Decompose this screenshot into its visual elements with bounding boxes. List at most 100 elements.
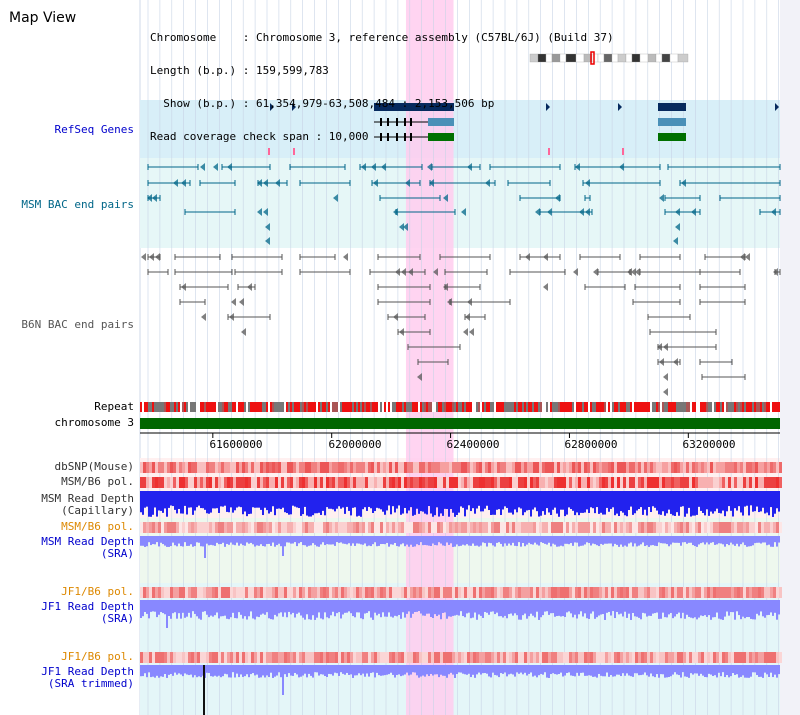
- pol-cell: [179, 477, 182, 488]
- pol-cell: [659, 522, 662, 533]
- repeat-segment: [602, 402, 604, 412]
- pol-cell: [419, 652, 422, 663]
- jf1-trim-depth-bar: [258, 665, 260, 678]
- track-label-jf1-depth-trimmed[interactable]: JF1 Read Depth (SRA trimmed): [41, 665, 134, 690]
- jf1-trim-depth-bar: [312, 665, 314, 678]
- repeat-segment: [690, 402, 692, 412]
- msm-depth-bar: [440, 491, 442, 514]
- msm-sra-depth-bar: [688, 536, 690, 543]
- msm-depth-bar: [180, 491, 182, 514]
- track-label-msm-b6-pol-sra[interactable]: MSM/B6 pol.: [61, 520, 134, 533]
- jf1-trim-depth-bar: [602, 665, 604, 677]
- msm-depth-bar: [556, 491, 558, 514]
- track-label-msm-depth-capillary[interactable]: MSM Read Depth (Capillary): [41, 492, 134, 517]
- jf1-trim-depth-bar: [578, 665, 580, 676]
- dbsnp-cell: [179, 462, 182, 473]
- track-label-b6n-bac[interactable]: B6N BAC end pairs: [21, 318, 134, 331]
- dbsnp-cell: [566, 462, 569, 473]
- msm-sra-depth-bar: [162, 536, 164, 545]
- msm-depth-bar: [756, 491, 758, 507]
- msm-depth-bar: [588, 491, 590, 513]
- msm-depth-bar: [346, 491, 348, 507]
- msm-sra-depth-bar: [442, 536, 444, 546]
- pol-cell: [779, 522, 782, 533]
- jf1-depth-bar: [154, 600, 156, 612]
- msm-sra-depth-bar: [714, 536, 716, 545]
- jf1-trim-depth-bar: [288, 665, 290, 674]
- pol-cell: [443, 587, 446, 598]
- pol-cell: [227, 477, 230, 488]
- track-label-jf1-b6-pol[interactable]: JF1/B6 pol.: [61, 585, 134, 598]
- jf1-depth-bar: [702, 600, 704, 617]
- jf1-trim-depth-bar: [324, 665, 326, 676]
- repeat-segment: [678, 402, 680, 412]
- track-label-msm-bac[interactable]: MSM BAC end pairs: [21, 198, 134, 211]
- pol-cell: [557, 477, 560, 488]
- jf1-trim-depth-bar: [410, 665, 412, 675]
- pol-cell: [773, 652, 776, 663]
- pol-cell: [203, 522, 206, 533]
- pol-cell: [536, 522, 539, 533]
- jf1-trim-depth-bar: [486, 665, 488, 674]
- msm-depth-bar: [502, 491, 504, 510]
- pol-cell: [515, 587, 518, 598]
- jf1-depth-bar: [410, 600, 412, 618]
- pol-cell: [719, 477, 722, 488]
- jf1-depth-bar: [300, 600, 302, 616]
- track-label-chromosome[interactable]: chromosome 3: [54, 416, 134, 429]
- repeat-segment: [532, 402, 534, 412]
- pol-cell: [224, 522, 227, 533]
- jf1-trim-depth-bar: [218, 665, 220, 676]
- track-label-repeat[interactable]: Repeat: [94, 400, 134, 413]
- repeat-segment: [632, 402, 634, 412]
- refseq-exon: [396, 133, 398, 141]
- msm-sra-depth-bar: [194, 536, 196, 547]
- msm-depth-bar: [454, 491, 456, 517]
- pol-cell: [731, 477, 734, 488]
- pol-cell: [158, 522, 161, 533]
- pol-cell: [161, 522, 164, 533]
- jf1-trim-depth-bar: [544, 665, 546, 673]
- jf1-depth-bar: [140, 600, 142, 619]
- pol-cell: [227, 587, 230, 598]
- track-label-jf1-b6-pol-2[interactable]: JF1/B6 pol.: [61, 650, 134, 663]
- repeat-segment: [330, 402, 332, 412]
- dbsnp-cell: [311, 462, 314, 473]
- repeat-segment: [512, 402, 514, 412]
- repeat-segment: [508, 402, 510, 412]
- pol-cell: [308, 477, 311, 488]
- pol-cell: [359, 477, 362, 488]
- jf1-trim-depth-bar: [142, 665, 144, 677]
- jf1-trim-depth-bar: [290, 665, 292, 676]
- pol-cell: [287, 522, 290, 533]
- msm-sra-depth-bar: [636, 536, 638, 547]
- jf1-depth-bar: [172, 600, 174, 614]
- jf1-trim-depth-bar: [356, 665, 358, 676]
- pol-cell: [428, 587, 431, 598]
- track-label-jf1-depth-sra[interactable]: JF1 Read Depth (SRA): [41, 600, 134, 625]
- track-label-msm-depth-sra[interactable]: MSM Read Depth (SRA): [41, 535, 134, 560]
- jf1-trim-depth-bar: [302, 665, 304, 676]
- track-label-refseq[interactable]: RefSeq Genes: [54, 123, 134, 136]
- jf1-trim-depth-bar: [454, 665, 456, 678]
- msm-depth-bar: [474, 491, 476, 514]
- pol-cell: [395, 477, 398, 488]
- track-label-msm-b6-pol[interactable]: MSM/B6 pol.: [61, 475, 134, 488]
- pol-cell: [272, 477, 275, 488]
- pol-cell: [746, 652, 749, 663]
- dbsnp-cell: [554, 462, 557, 473]
- pol-cell: [587, 522, 590, 533]
- pol-cell: [581, 477, 584, 488]
- jf1-trim-depth-bar: [474, 665, 476, 678]
- repeat-segment: [454, 402, 456, 412]
- pol-cell: [203, 587, 206, 598]
- msm-sra-depth-bar: [558, 536, 560, 547]
- pol-cell: [623, 477, 626, 488]
- pol-cell: [479, 652, 482, 663]
- pol-cell: [533, 522, 536, 533]
- bac-end-marker: [257, 179, 262, 187]
- pol-cell: [326, 522, 329, 533]
- pol-cell: [290, 652, 293, 663]
- track-label-dbsnp[interactable]: dbSNP(Mouse): [54, 460, 134, 473]
